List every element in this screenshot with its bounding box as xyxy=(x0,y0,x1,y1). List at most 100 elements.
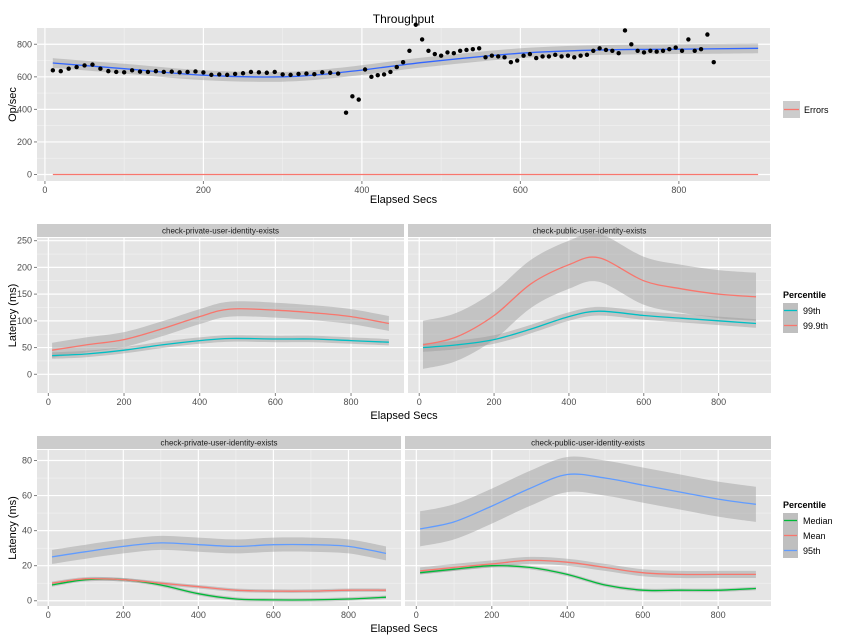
facet-strip-label: check-public-user-identity-exists xyxy=(531,439,645,448)
data-point xyxy=(521,53,526,58)
y-tick-label: 800 xyxy=(17,39,32,49)
data-point xyxy=(193,69,198,74)
data-point xyxy=(90,62,95,67)
x-tick-label: 400 xyxy=(354,185,369,195)
data-point xyxy=(489,53,495,58)
data-point xyxy=(641,50,647,55)
data-point xyxy=(66,66,71,71)
confidence-band xyxy=(52,535,386,564)
x-tick-label: 800 xyxy=(711,610,726,620)
data-point xyxy=(445,50,450,55)
y-tick-label: 0 xyxy=(27,169,32,179)
data-point xyxy=(495,54,501,59)
legend-title: Percentile xyxy=(783,290,826,300)
data-point xyxy=(288,72,293,78)
y-tick-label: 250 xyxy=(17,236,32,246)
y-tick-label: 600 xyxy=(17,72,32,82)
data-point xyxy=(350,94,355,99)
series-line xyxy=(422,310,757,349)
x-tick-label: 400 xyxy=(192,397,207,407)
x-tick-label: 800 xyxy=(711,397,726,407)
x-tick-label: 400 xyxy=(560,610,575,620)
data-point xyxy=(698,46,704,52)
data-point xyxy=(502,55,507,60)
y-tick-label: 80 xyxy=(22,456,32,466)
data-point xyxy=(686,37,691,42)
data-point xyxy=(272,69,277,75)
x-tick-label: 0 xyxy=(46,610,51,620)
data-point xyxy=(705,32,710,37)
data-point xyxy=(578,53,583,58)
y-tick-label: 200 xyxy=(17,262,32,272)
data-point xyxy=(356,97,361,102)
confidence-band xyxy=(420,456,756,547)
plot-panel xyxy=(37,28,770,181)
y-tick-label: 100 xyxy=(17,316,32,326)
facet-strip xyxy=(405,436,771,449)
y-tick-label: 40 xyxy=(22,526,32,536)
y-tick-label: 0 xyxy=(27,596,32,606)
x-tick-label: 600 xyxy=(635,610,650,620)
data-point xyxy=(137,69,143,74)
data-point xyxy=(312,72,317,77)
plot-panel xyxy=(408,238,771,393)
data-point xyxy=(692,48,697,53)
data-point xyxy=(553,52,558,58)
data-point xyxy=(224,72,230,78)
x-tick-label: 600 xyxy=(636,397,651,407)
data-point xyxy=(597,46,602,51)
data-point xyxy=(476,46,482,51)
data-point xyxy=(240,71,246,76)
data-point xyxy=(248,69,254,75)
data-point xyxy=(256,70,262,75)
data-point xyxy=(106,68,111,74)
y-axis-label: Latency (ms) xyxy=(7,496,19,560)
data-point xyxy=(470,46,476,52)
data-point xyxy=(622,28,628,33)
x-tick-label: 0 xyxy=(414,610,419,620)
x-tick-label: 600 xyxy=(266,610,281,620)
legend-title: Percentile xyxy=(783,500,826,510)
data-point xyxy=(209,72,214,78)
x-tick-label: 200 xyxy=(116,610,131,620)
data-point xyxy=(169,69,174,74)
data-point xyxy=(362,67,368,72)
chart-title: Throughput xyxy=(373,12,435,26)
x-tick-label: 800 xyxy=(344,397,359,407)
data-point xyxy=(394,64,399,70)
data-point xyxy=(217,72,222,77)
confidence-band xyxy=(52,335,389,359)
x-axis-label: Elapsed Secs xyxy=(370,194,438,206)
data-point xyxy=(559,54,564,59)
data-point xyxy=(304,71,309,76)
y-tick-label: 60 xyxy=(22,491,32,501)
data-point xyxy=(635,48,640,53)
data-point xyxy=(451,51,457,56)
data-point xyxy=(121,70,127,75)
y-axis-label: Op/sec xyxy=(7,87,19,122)
legend-label: 95th xyxy=(803,546,821,556)
data-point xyxy=(610,48,615,53)
legend-label-errors: Errors xyxy=(804,105,829,115)
data-point xyxy=(280,72,285,77)
data-point xyxy=(711,59,716,65)
series-line xyxy=(422,256,757,346)
data-point xyxy=(673,45,678,50)
data-point xyxy=(161,69,166,75)
data-point xyxy=(432,51,438,57)
legend-label: Mean xyxy=(803,531,826,541)
data-point xyxy=(508,59,514,65)
y-tick-label: 200 xyxy=(17,137,32,147)
data-point xyxy=(98,66,103,71)
data-point xyxy=(296,71,301,77)
data-point xyxy=(591,48,596,53)
x-tick-label: 200 xyxy=(487,397,502,407)
legend-label: Median xyxy=(803,516,833,526)
confidence-band xyxy=(52,301,389,358)
data-point xyxy=(648,48,653,53)
data-point xyxy=(82,63,87,68)
series-line xyxy=(52,337,389,357)
data-point xyxy=(58,68,63,74)
x-tick-label: 0 xyxy=(417,397,422,407)
facet-strip-label: check-private-user-identity-exists xyxy=(162,227,279,236)
